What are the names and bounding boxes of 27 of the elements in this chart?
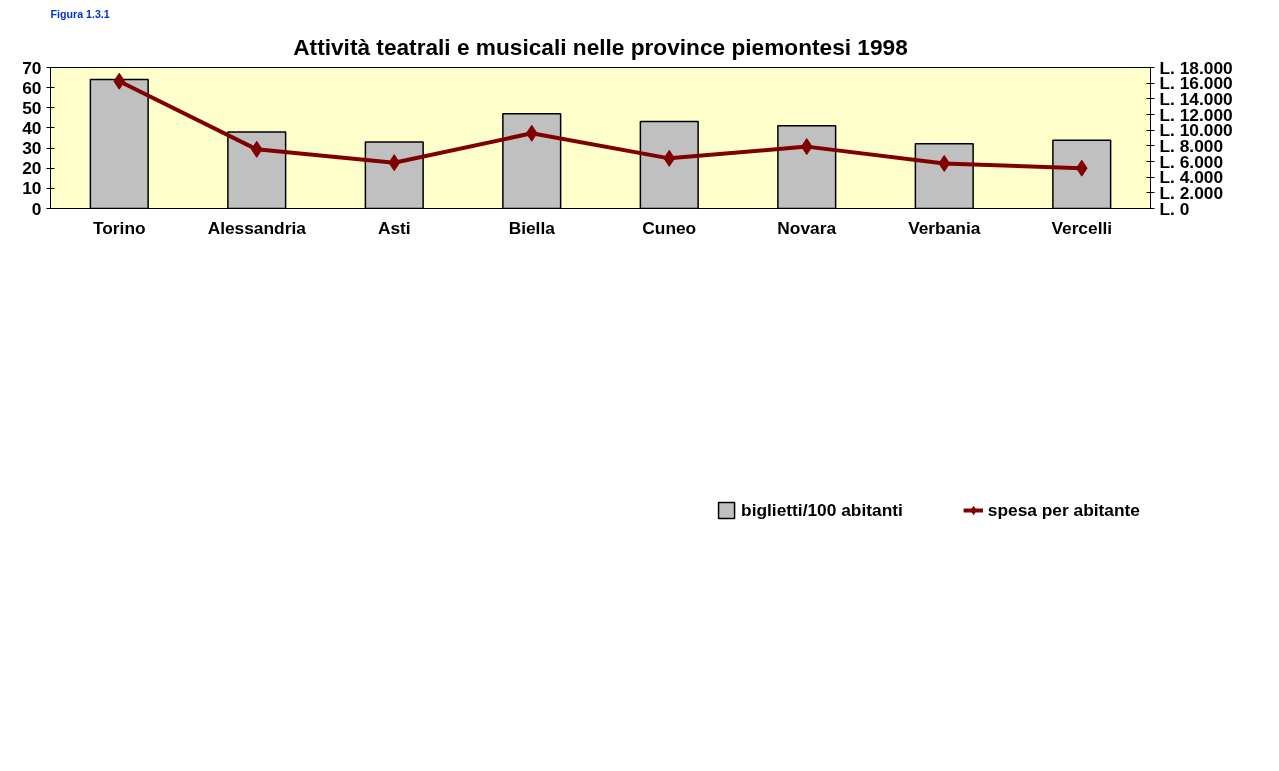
- y-tick-label: 10: [22, 178, 42, 199]
- y-tick-label: 40: [22, 117, 42, 138]
- x-tick-label: Cuneo: [642, 217, 697, 238]
- y-tick-label: 70: [22, 57, 42, 78]
- point: [250, 140, 263, 158]
- chart-title: Attività teatrali e musicali nelle province piemontesi 1998: [293, 34, 908, 60]
- point: [388, 154, 401, 172]
- point: [663, 149, 676, 167]
- x-tick-label: Alessandria: [207, 217, 307, 238]
- x-tick-label: Biella: [508, 217, 556, 238]
- legend-label: biglietti/100 abitanti: [741, 499, 903, 521]
- x-tick-label: Torino: [92, 217, 146, 238]
- x-tick-label: Asti: [377, 217, 411, 238]
- point: [113, 72, 126, 90]
- point: [800, 138, 813, 156]
- y-tick-label: 50: [22, 97, 42, 118]
- point: [938, 154, 951, 172]
- x-tick-label: Novara: [777, 217, 837, 238]
- point: [525, 124, 538, 142]
- text: Figura 1.3.1: [50, 7, 110, 20]
- y-tick-label: 20: [22, 158, 42, 179]
- y-tick-label: 30: [22, 138, 42, 159]
- x-tick-label: Verbania: [908, 217, 981, 238]
- legend-label: spesa per abitante: [987, 499, 1140, 521]
- y-tick-label: 0: [31, 198, 42, 219]
- x-tick-label: Vercelli: [1051, 217, 1113, 238]
- y-tick-label: 60: [22, 77, 42, 98]
